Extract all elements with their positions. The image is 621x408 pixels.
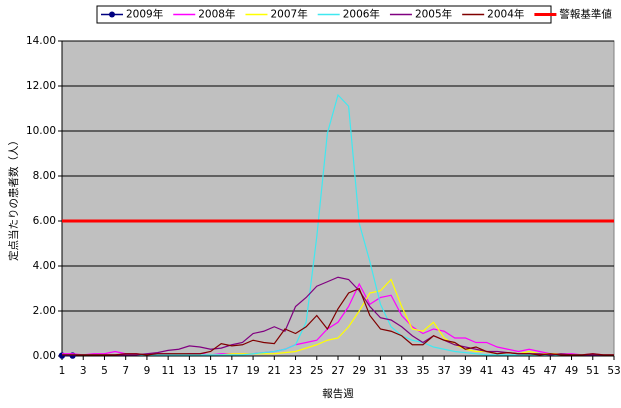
x-tick-label: 47 <box>544 365 557 377</box>
legend-label: 2006年 <box>343 8 380 21</box>
y-tick-label: 12.00 <box>26 80 56 92</box>
x-tick-label: 35 <box>416 365 429 377</box>
x-tick-label: 37 <box>437 365 450 377</box>
x-tick-label: 13 <box>183 365 196 377</box>
y-tick-label: 2.00 <box>33 305 56 317</box>
x-tick-label: 43 <box>501 365 514 377</box>
y-tick-label: 6.00 <box>33 215 56 227</box>
x-tick-label: 19 <box>246 365 259 377</box>
x-tick-label: 39 <box>459 365 472 377</box>
x-tick-label: 53 <box>607 365 620 377</box>
legend-label: 2004年 <box>487 8 524 21</box>
x-tick-label: 51 <box>586 365 599 377</box>
series-line <box>62 287 614 356</box>
x-tick-label: 17 <box>225 365 238 377</box>
x-tick-label: 21 <box>268 365 281 377</box>
legend-label: 2009年 <box>126 8 163 21</box>
x-tick-label: 3 <box>80 365 87 377</box>
x-tick-label: 11 <box>161 365 174 377</box>
legend-label: 警報基準値 <box>559 8 612 21</box>
x-tick-label: 23 <box>289 365 302 377</box>
x-axis-title: 報告週 <box>322 387 354 400</box>
x-tick-label: 29 <box>353 365 366 377</box>
y-tick-label: 8.00 <box>33 170 56 182</box>
legend-label: 2008年 <box>198 8 235 21</box>
x-tick-label: 5 <box>101 365 108 377</box>
x-tick-label: 33 <box>395 365 408 377</box>
x-tick-label: 31 <box>374 365 387 377</box>
x-tick-label: 7 <box>122 365 129 377</box>
legend-marker <box>109 11 115 18</box>
x-tick-label: 1 <box>59 365 66 377</box>
x-tick-label: 9 <box>144 365 151 377</box>
x-tick-label: 45 <box>522 365 535 377</box>
x-tick-label: 41 <box>480 365 493 377</box>
plot-area <box>61 40 615 357</box>
y-tick-label: 4.00 <box>33 260 56 272</box>
y-axis-title: 定点当たりの患者数（人） <box>7 135 20 261</box>
x-tick-label: 49 <box>565 365 578 377</box>
series-line <box>62 93 614 356</box>
y-tick-label: 0.00 <box>33 350 56 362</box>
x-tick-label: 27 <box>331 365 344 377</box>
legend-label: 2007年 <box>270 8 307 21</box>
y-tick-label: 10.00 <box>26 125 56 137</box>
x-tick-label: 25 <box>310 365 323 377</box>
x-tick-label: 15 <box>204 365 217 377</box>
y-tick-label: 14.00 <box>26 35 56 47</box>
legend-label: 2005年 <box>415 8 452 21</box>
